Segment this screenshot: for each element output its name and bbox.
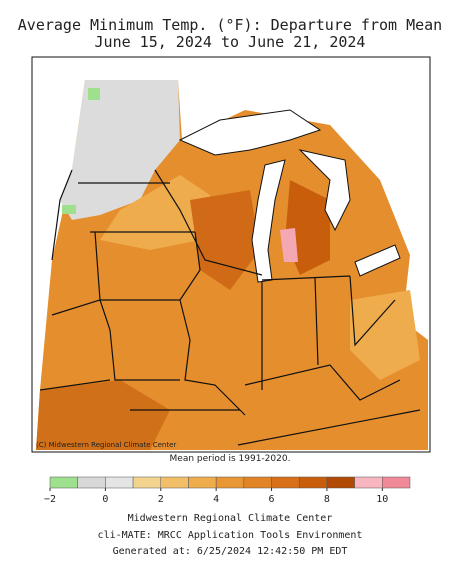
legend-bin (326, 476, 355, 489)
legend-bin (271, 476, 300, 489)
legend-bin (354, 476, 383, 489)
subtitle: June 15, 2024 to June 21, 2024 (95, 33, 366, 51)
legend-bin (77, 476, 106, 489)
lake-erie (354, 244, 401, 277)
legend-bin (243, 476, 272, 489)
map: (C) Midwestern Regional Climate Center (31, 56, 431, 453)
legend-bin (298, 476, 328, 489)
legend-tick-label: 6 (269, 494, 275, 505)
legend-tick-label: 4 (213, 494, 219, 505)
lake-huron (298, 149, 351, 232)
legend-bin (382, 476, 411, 489)
warm-area (100, 175, 210, 250)
warm-peak (280, 228, 298, 262)
legend-tick-label: 8 (324, 494, 330, 505)
legend-bin (160, 476, 189, 489)
cool-patch (62, 205, 76, 214)
mean-period-note: Mean period is 1991-2020. (170, 454, 291, 464)
cool-patch (88, 88, 100, 100)
legend-tick-label: 0 (102, 494, 108, 505)
lake-superior (178, 109, 322, 156)
legend-tick-label: 2 (158, 494, 164, 505)
title: Average Minimum Temp. (°F): Departure fr… (18, 16, 442, 34)
color-legend: −2 0 2 4 6 8 10 (44, 476, 411, 505)
warm-area (190, 190, 260, 290)
footer-line: Generated at: 6/25/2024 12:42:50 PM EDT (113, 546, 348, 557)
legend-bin (49, 476, 78, 489)
warm-area (350, 290, 420, 380)
legend-tick-label: −2 (44, 494, 56, 505)
legend-bin (105, 476, 134, 489)
legend-bin (132, 476, 162, 489)
credit: (C) Midwestern Regional Climate Center (36, 441, 176, 449)
legend-bin (188, 476, 217, 489)
footer-line: cli-MATE: MRCC Application Tools Environ… (98, 530, 363, 541)
legend-bin (215, 476, 245, 489)
warm-area (36, 380, 170, 450)
footer-line: Midwestern Regional Climate Center (128, 513, 333, 524)
below-normal-area (60, 80, 180, 220)
legend-tick-label: 10 (376, 494, 388, 505)
